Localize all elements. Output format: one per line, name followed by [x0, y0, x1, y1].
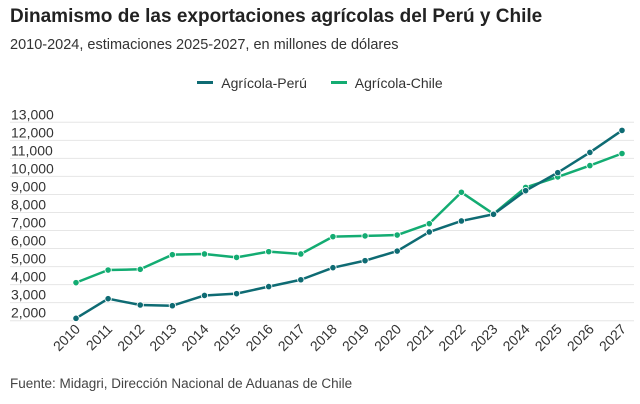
data-point-chile — [425, 220, 433, 228]
data-point-chile — [104, 266, 112, 274]
x-tick-label: 2010 — [50, 321, 83, 354]
data-point-peru — [554, 169, 562, 177]
y-tick-label: 9,000 — [11, 178, 46, 194]
legend-item-chile: Agrícola-Chile — [330, 74, 443, 91]
legend-swatch-chile — [330, 81, 347, 84]
x-tick-label: 2013 — [146, 321, 179, 354]
series-line-peru — [75, 129, 623, 320]
data-point-chile — [200, 250, 209, 258]
series-line-chile — [75, 152, 623, 284]
data-point-peru — [361, 257, 369, 265]
data-point-chile — [265, 248, 273, 256]
data-point-chile — [297, 250, 305, 258]
data-point-peru — [168, 302, 176, 310]
x-tick-label: 2025 — [532, 321, 565, 354]
x-tick-label: 2021 — [403, 321, 436, 354]
y-tick-label: 7,000 — [11, 215, 46, 231]
x-tick-label: 2014 — [178, 321, 211, 354]
y-tick-label: 4,000 — [11, 269, 46, 285]
x-tick-label: 2023 — [467, 321, 500, 354]
y-tick-label: 13,000 — [11, 106, 54, 122]
data-point-peru — [522, 187, 530, 195]
data-point-peru — [618, 126, 626, 135]
x-tick-label: 2015 — [210, 321, 243, 354]
x-tick-label: 2016 — [242, 321, 275, 354]
x-tick-label: 2027 — [596, 321, 629, 354]
legend: Agrícola-Perú Agrícola-Chile — [0, 71, 640, 91]
data-point-peru — [232, 290, 241, 298]
x-tick-label: 2019 — [339, 321, 372, 354]
data-point-chile — [72, 279, 80, 287]
y-tick-label: 3,000 — [11, 287, 46, 303]
y-tick-label: 2,000 — [11, 305, 46, 321]
legend-item-peru: Agrícola-Perú — [197, 75, 307, 91]
data-point-chile — [329, 233, 337, 241]
x-tick-label: 2022 — [435, 321, 468, 354]
data-point-chile — [618, 149, 626, 158]
x-tick-label: 2017 — [275, 321, 308, 354]
source-note: Fuente: Midagri, Dirección Nacional de A… — [10, 376, 353, 391]
x-tick-label: 2026 — [564, 321, 597, 354]
x-tick-label: 2018 — [307, 321, 340, 354]
legend-label-peru: Agrícola-Perú — [221, 74, 307, 91]
data-point-peru — [457, 217, 466, 225]
data-point-chile — [361, 232, 369, 240]
data-point-peru — [104, 295, 112, 303]
legend-label-chile: Agrícola-Chile — [354, 74, 443, 91]
data-point-peru — [297, 276, 305, 284]
y-tick-label: 11,000 — [11, 142, 53, 158]
data-point-peru — [329, 264, 337, 272]
y-tick-label: 5,000 — [11, 251, 46, 267]
y-tick-label: 8,000 — [11, 196, 46, 212]
chart-subtitle: 2010-2024, estimaciones 2025-2027, en mi… — [10, 37, 399, 53]
data-point-peru — [265, 283, 273, 291]
data-point-peru — [586, 148, 594, 157]
data-point-chile — [168, 251, 176, 259]
y-tick-label: 10,000 — [11, 160, 54, 176]
data-point-peru — [489, 210, 498, 218]
data-point-chile — [586, 161, 594, 170]
data-point-chile — [393, 231, 401, 239]
y-tick-label: 6,000 — [11, 233, 46, 249]
data-point-peru — [425, 228, 433, 236]
x-tick-label: 2011 — [83, 321, 116, 354]
chart-title: Dinamismo de las exportaciones agrícolas… — [10, 6, 543, 27]
data-point-chile — [457, 188, 466, 196]
legend-swatch-peru — [197, 81, 214, 84]
data-point-peru — [72, 314, 80, 322]
data-point-chile — [136, 265, 144, 273]
y-tick-label: 12,000 — [11, 124, 54, 140]
data-point-peru — [136, 301, 144, 309]
data-point-peru — [393, 247, 401, 255]
x-tick-label: 2024 — [499, 321, 532, 354]
x-tick-label: 2020 — [371, 321, 404, 354]
data-point-peru — [200, 291, 209, 300]
data-point-chile — [232, 253, 241, 261]
x-tick-label: 2012 — [114, 321, 147, 354]
